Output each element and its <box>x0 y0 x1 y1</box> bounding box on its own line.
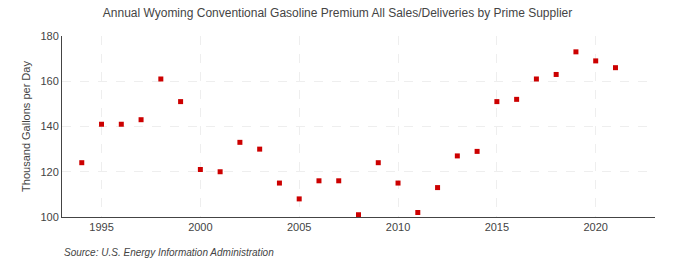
svg-text:2015: 2015 <box>485 221 509 233</box>
svg-text:2020: 2020 <box>583 221 607 233</box>
svg-text:2010: 2010 <box>386 221 410 233</box>
svg-text:160: 160 <box>40 75 58 87</box>
svg-text:140: 140 <box>40 120 58 132</box>
svg-text:1995: 1995 <box>89 221 113 233</box>
svg-text:Source: U.S. Energy Informatio: Source: U.S. Energy Information Administ… <box>64 247 274 258</box>
svg-text:100: 100 <box>40 211 58 223</box>
svg-text:120: 120 <box>40 166 58 178</box>
svg-text:Annual Wyoming Conventional Ga: Annual Wyoming Conventional Gasoline Pre… <box>103 6 572 20</box>
svg-text:2005: 2005 <box>287 221 311 233</box>
svg-text:Thousand Gallons per Day: Thousand Gallons per Day <box>20 61 32 192</box>
svg-text:2000: 2000 <box>188 221 212 233</box>
svg-text:180: 180 <box>40 30 58 42</box>
